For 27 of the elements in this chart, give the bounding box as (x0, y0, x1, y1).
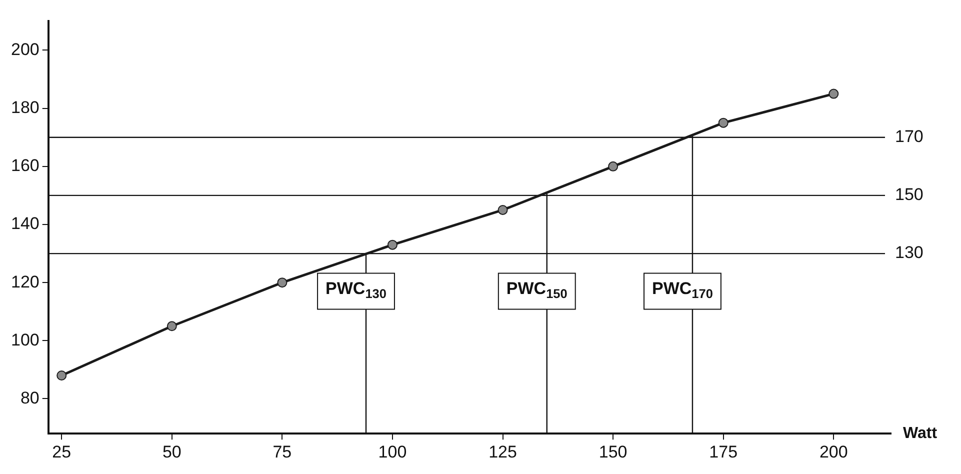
ref-line-label: 170 (895, 127, 924, 146)
y-tick-label: 120 (10, 272, 40, 292)
point (828, 88, 839, 99)
x-tick-label: 50 (162, 442, 182, 462)
x-tick-label: 25 (52, 442, 72, 462)
point (498, 204, 508, 215)
ref-line-label: 130 (895, 243, 924, 262)
point (56, 370, 67, 381)
point (387, 240, 398, 250)
x-axis-title: Watt (903, 425, 938, 442)
point (277, 278, 288, 288)
point (608, 161, 618, 172)
x-tick-label: 125 (488, 442, 517, 462)
x-tick-label: 175 (709, 442, 738, 462)
y-tick-label: 100 (10, 330, 40, 350)
x-tick-label: 200 (819, 442, 848, 462)
x-tick-label: 150 (598, 442, 628, 462)
y-tick-label: 80 (20, 388, 40, 408)
point (718, 118, 728, 128)
y-tick-label: 140 (10, 214, 40, 234)
y-tick-label: 160 (10, 156, 40, 176)
y-tick-label: 180 (10, 98, 40, 118)
ref-line-label: 150 (895, 185, 924, 204)
point (166, 321, 177, 332)
x-tick-label: 75 (272, 442, 292, 462)
y-tick-label: 200 (10, 40, 40, 59)
x-tick-label: 100 (378, 442, 407, 462)
